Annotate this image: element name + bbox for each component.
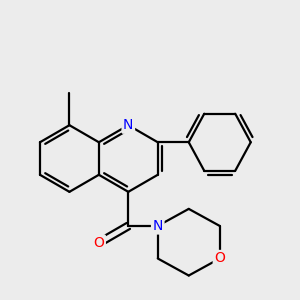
Text: N: N [153, 219, 163, 233]
Text: O: O [214, 251, 225, 266]
Text: N: N [123, 118, 134, 132]
Text: O: O [93, 236, 104, 250]
